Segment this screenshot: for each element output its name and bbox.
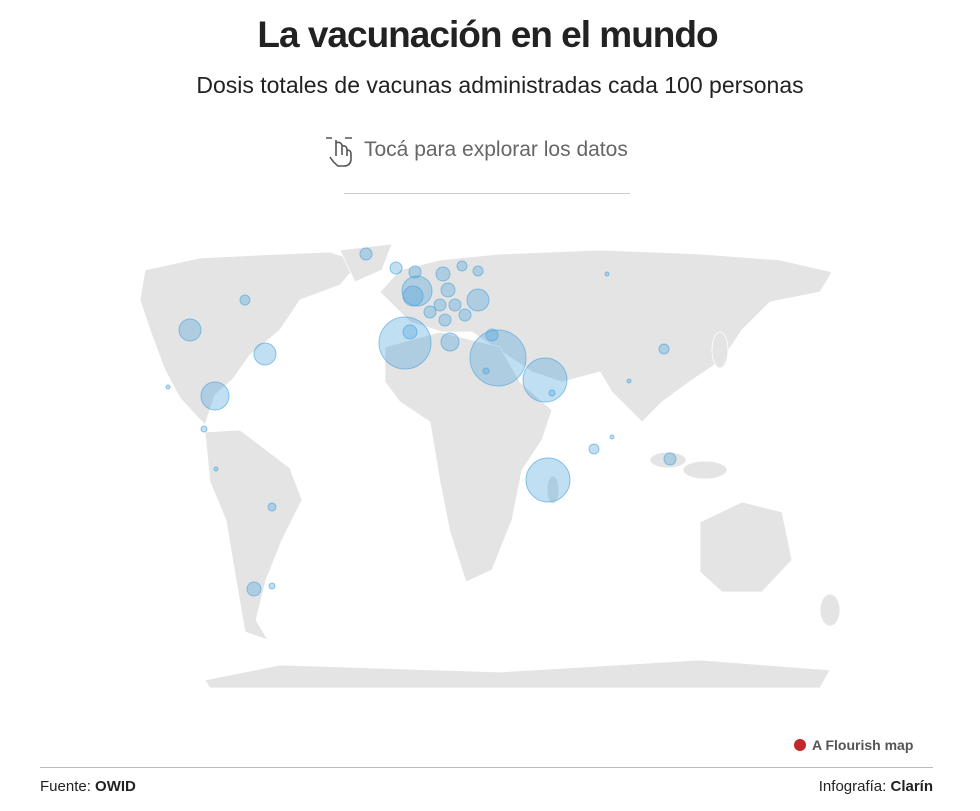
- flourish-logo: [794, 739, 806, 751]
- source-label: Fuente:: [40, 778, 91, 795]
- subtitle: Dosis totales de vacunas administradas c…: [196, 72, 804, 98]
- byline: Infografía: Clarín: [819, 778, 933, 795]
- divider: [344, 193, 630, 194]
- byline-name: Clarín: [890, 778, 933, 795]
- source-name: OWID: [95, 778, 136, 795]
- touch-icon: [326, 137, 352, 167]
- hint[interactable]: Tocá para explorar los datos: [364, 138, 628, 161]
- credit-link[interactable]: A Flourish map: [812, 737, 914, 753]
- source: Fuente: OWID: [40, 778, 136, 795]
- bubbles[interactable]: [165, 247, 677, 597]
- divider: [40, 767, 933, 768]
- byline-label: Infografía:: [818, 778, 887, 795]
- land: [139, 243, 841, 689]
- title: La vacunación en el mundo: [257, 14, 718, 55]
